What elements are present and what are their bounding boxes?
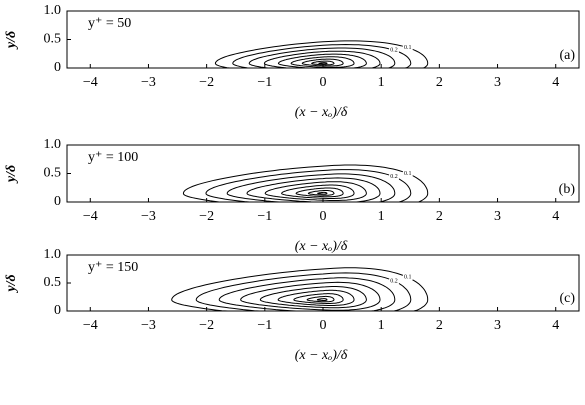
contour-line [248, 47, 396, 68]
contour-line [277, 289, 355, 306]
x-tick-label: 3 [494, 209, 501, 224]
contour-line [214, 40, 429, 68]
contour-line [263, 50, 381, 68]
contour-line [306, 295, 335, 303]
y-axis-label: y/δ [4, 31, 19, 50]
x-tick-label: 2 [436, 318, 443, 333]
x-tick-label: 1 [378, 209, 385, 224]
y-tick-label: 0.5 [44, 166, 62, 181]
contour-line [318, 62, 328, 65]
x-tick-label: −4 [83, 209, 98, 224]
y-tick-label: 0 [54, 303, 61, 318]
y-tick-label: 1.0 [44, 3, 62, 18]
plot-area: 0.1 0.2 [214, 40, 429, 68]
x-tick-label: 4 [552, 318, 559, 333]
panel-label: (c) [559, 291, 575, 306]
contour-line [317, 191, 328, 195]
contour-label: 0.1 [404, 45, 412, 51]
plot-area: 0.1 0.2 [171, 267, 429, 311]
x-tick-label: 4 [552, 209, 559, 224]
x-tick-label: 1 [378, 75, 385, 90]
x-tick-label: −1 [257, 75, 272, 90]
contour-label: 0.2 [390, 278, 398, 284]
x-tick-label: −1 [257, 209, 272, 224]
contour-line [264, 181, 367, 201]
y-tick-label: 1.0 [44, 137, 62, 152]
contour-line [290, 56, 355, 68]
x-axis-label: (x − xₒ)/δ [295, 348, 348, 363]
contour-line [307, 190, 335, 196]
contour-line [195, 272, 412, 311]
x-tick-label: 1 [378, 318, 385, 333]
annotation: y⁺ = 50 [88, 16, 131, 31]
x-tick-label: −3 [141, 75, 156, 90]
x-tick-label: −2 [199, 318, 214, 333]
contour-line [205, 169, 412, 202]
plot-area: 0.1 0.2 [182, 164, 429, 202]
contour-line [311, 60, 335, 66]
x-tick-label: 0 [320, 318, 327, 333]
contour-line [232, 43, 412, 68]
contour-label: 0.1 [404, 171, 412, 177]
x-tick-label: −1 [257, 318, 272, 333]
annotation: y⁺ = 150 [88, 260, 138, 275]
contour-label: 0.2 [390, 174, 398, 180]
x-tick-label: 0 [320, 75, 327, 90]
x-axis-label: (x − xₒ)/δ [295, 105, 348, 120]
contour-line [226, 173, 396, 202]
x-tick-label: 2 [436, 209, 443, 224]
x-tick-label: −3 [141, 318, 156, 333]
x-tick-label: 4 [552, 75, 559, 90]
contour-line [182, 164, 429, 202]
y-tick-label: 0.5 [44, 32, 62, 47]
x-tick-label: −3 [141, 209, 156, 224]
contour-label: 0.2 [390, 48, 398, 54]
contour-line [293, 293, 344, 304]
axes-frame [66, 144, 580, 203]
annotation: y⁺ = 100 [88, 150, 138, 165]
x-tick-label: 2 [436, 75, 443, 90]
x-tick-label: −2 [199, 209, 214, 224]
contour-line [316, 298, 328, 301]
x-tick-label: 0 [320, 209, 327, 224]
contour-line [171, 267, 429, 311]
contour-line [246, 177, 381, 202]
panel-label: (a) [559, 48, 575, 63]
contour-line [240, 281, 381, 311]
contour-line [277, 53, 367, 68]
x-tick-label: −4 [83, 75, 98, 90]
panel-label: (b) [559, 182, 576, 197]
contour-line [259, 286, 367, 309]
y-tick-label: 0 [54, 194, 61, 209]
x-tick-label: 3 [494, 75, 501, 90]
contour-line [281, 184, 355, 199]
x-axis-label: (x − xₒ)/δ [295, 239, 348, 254]
y-tick-label: 0 [54, 60, 61, 75]
contour-label: 0.1 [404, 275, 412, 281]
contour-line [295, 187, 344, 198]
x-tick-label: −2 [199, 75, 214, 90]
y-tick-label: 1.0 [44, 247, 62, 262]
y-tick-label: 0.5 [44, 275, 62, 290]
x-tick-label: −4 [83, 318, 98, 333]
contour-line [218, 277, 396, 311]
x-tick-label: 3 [494, 318, 501, 333]
y-axis-label: y/δ [4, 165, 19, 184]
y-axis-label: y/δ [4, 274, 19, 293]
contour-line [301, 58, 344, 67]
